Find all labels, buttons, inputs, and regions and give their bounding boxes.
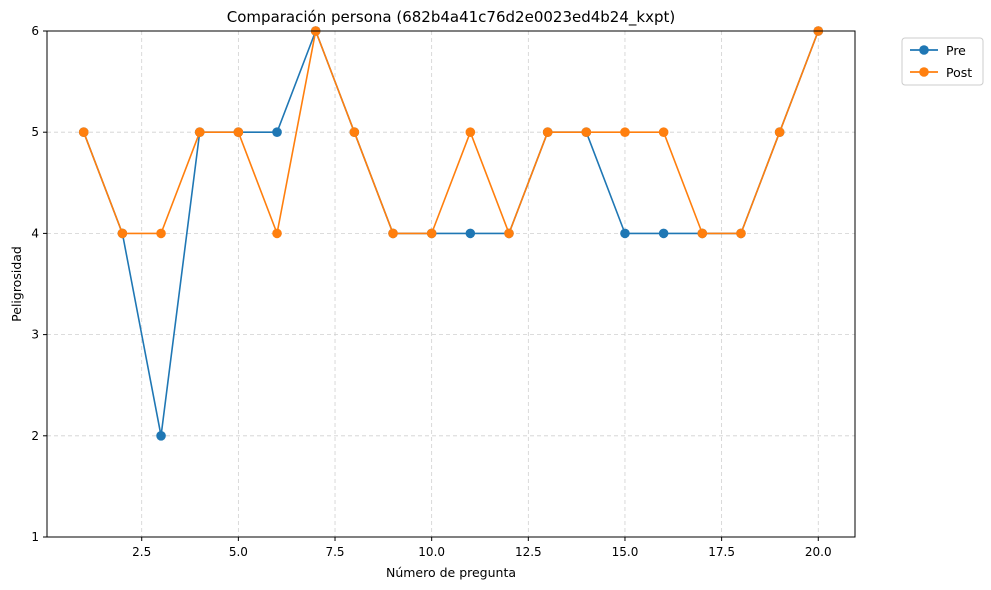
x-tick-label: 5.0: [229, 545, 248, 559]
legend: Pre Post: [901, 37, 984, 86]
legend-marker-post: [919, 67, 929, 77]
data-point-post: [736, 228, 746, 239]
y-tick-label: 4: [31, 226, 39, 240]
data-point-post: [581, 127, 592, 137]
data-point-post: [504, 228, 514, 239]
data-point-pre: [156, 431, 166, 441]
data-point-post: [117, 228, 128, 239]
data-point-pre: [465, 228, 476, 239]
data-point-pre: [620, 228, 630, 239]
x-tick-label: 2.5: [132, 545, 151, 559]
x-tick-label: 17.5: [708, 545, 735, 559]
x-tick-label: 12.5: [515, 545, 542, 559]
y-tick-label: 6: [31, 24, 39, 38]
chart-title: Comparación persona (682b4a41c76d2e0023e…: [227, 8, 675, 27]
series-line-post: [82, 30, 820, 235]
y-tick-label: 5: [31, 125, 39, 139]
x-tick-label: 15.0: [612, 545, 639, 559]
y-tick-label: 1: [31, 530, 39, 544]
legend-label-pre: Pre: [946, 43, 966, 58]
legend-marker-pre: [919, 45, 929, 55]
data-point-post: [78, 127, 89, 137]
data-point-post: [658, 127, 669, 137]
y-axis-label: Peligrosidad: [9, 246, 24, 322]
data-point-pre: [658, 228, 669, 239]
series-post: [78, 26, 824, 239]
data-point-pre: [272, 127, 282, 137]
ticks: 2.5 5.0 7.5 10.0 12.5 15.0 17.5 20.0 1 2 3 4 5 6: [31, 24, 831, 559]
data-point-post: [774, 127, 785, 137]
x-tick-label: 20.0: [805, 545, 832, 559]
data-point-post: [194, 127, 205, 137]
data-point-post: [272, 228, 282, 239]
plot-frame: [46, 30, 856, 538]
y-tick-label: 2: [31, 429, 39, 443]
data-point-post: [426, 228, 437, 239]
x-tick-label: 7.5: [325, 545, 344, 559]
series-layer: [78, 26, 824, 441]
data-point-post: [388, 228, 398, 239]
data-point-post: [349, 127, 360, 137]
data-point-post: [233, 127, 244, 137]
data-point-post: [620, 127, 630, 137]
data-point-post: [156, 228, 166, 239]
x-axis-label: Número de pregunta: [386, 565, 516, 580]
y-tick-label: 3: [31, 328, 39, 342]
data-point-post: [542, 127, 553, 137]
x-tick-label: 10.0: [418, 545, 445, 559]
data-point-post: [465, 127, 476, 137]
legend-label-post: Post: [946, 65, 972, 80]
data-point-post: [697, 228, 708, 239]
